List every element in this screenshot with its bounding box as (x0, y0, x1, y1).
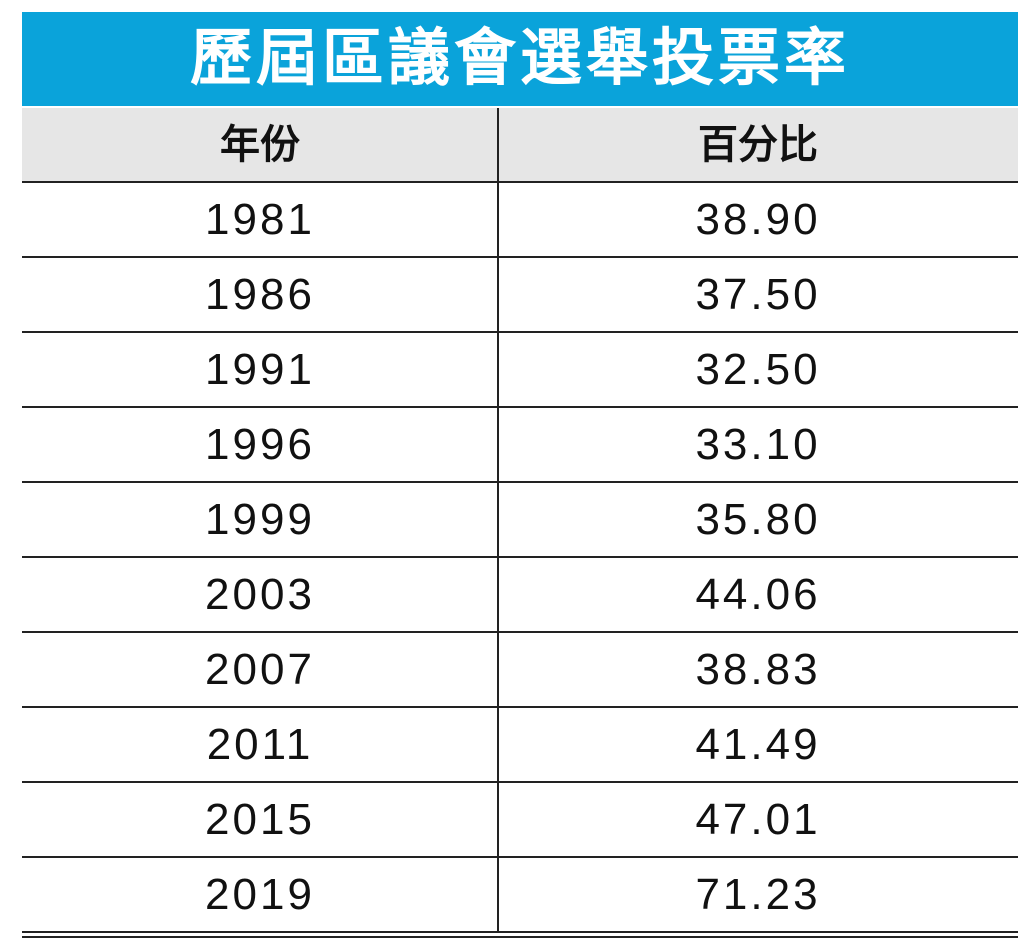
percent-cell: 71.23 (695, 870, 821, 919)
row-divider (22, 781, 1018, 783)
row-divider (22, 181, 1018, 183)
bottom-rule (22, 936, 1018, 938)
table-row: 2003 44.06 (22, 557, 1018, 632)
row-divider (22, 931, 1018, 933)
table-row: 2007 38.83 (22, 632, 1018, 707)
year-cell: 2007 (205, 645, 315, 694)
table-row: 1999 35.80 (22, 482, 1018, 557)
row-divider (22, 556, 1018, 558)
header-cell: 年份 (220, 121, 300, 168)
year-cell: 1999 (205, 495, 315, 544)
header-cell: 百分比 (698, 121, 818, 168)
percent-cell: 38.90 (695, 195, 821, 244)
row-divider (22, 256, 1018, 258)
year-cell: 1996 (205, 420, 315, 469)
row-divider (22, 406, 1018, 408)
percent-cell: 38.83 (695, 645, 821, 694)
year-cell: 1991 (205, 345, 315, 394)
percent-cell: 32.50 (695, 345, 821, 394)
header-row: 年份 百分比 (22, 108, 1018, 182)
percent-cell: 44.06 (695, 570, 821, 619)
row-divider (22, 706, 1018, 708)
column-divider (497, 108, 499, 932)
table-title: 歷屆區議會選舉投票率 (22, 12, 1018, 106)
table-row: 1986 37.50 (22, 257, 1018, 332)
table-row: 2011 41.49 (22, 707, 1018, 782)
year-cell: 1981 (205, 195, 315, 244)
row-divider (22, 631, 1018, 633)
percent-cell: 47.01 (695, 795, 821, 844)
table-row: 1996 33.10 (22, 407, 1018, 482)
table-row: 1981 38.90 (22, 182, 1018, 257)
row-divider (22, 856, 1018, 858)
percent-cell: 33.10 (695, 420, 821, 469)
year-cell: 1986 (205, 270, 315, 319)
row-divider (22, 331, 1018, 333)
year-cell: 2003 (205, 570, 315, 619)
percent-cell: 35.80 (695, 495, 821, 544)
year-cell: 2019 (205, 870, 315, 919)
year-cell: 2011 (206, 720, 314, 769)
table-row: 2019 71.23 (22, 857, 1018, 932)
table-row: 2015 47.01 (22, 782, 1018, 857)
table-row: 1991 32.50 (22, 332, 1018, 407)
year-cell: 2015 (205, 795, 315, 844)
row-divider (22, 481, 1018, 483)
percent-cell: 41.49 (695, 720, 821, 769)
percent-cell: 37.50 (695, 270, 821, 319)
